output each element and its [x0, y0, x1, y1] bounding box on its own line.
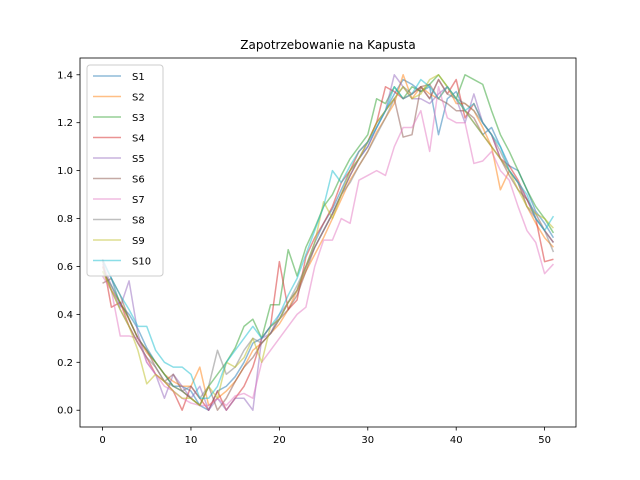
x-tick-label: 40	[450, 435, 463, 446]
y-tick-label: 1.0	[57, 166, 73, 177]
y-tick-label: 0.8	[57, 214, 73, 225]
x-tick-label: 30	[361, 435, 374, 446]
x-tick-label: 0	[99, 435, 105, 446]
legend-label-s3: S3	[132, 113, 145, 124]
legend-label-s2: S2	[132, 93, 145, 104]
y-tick-label: 0.2	[57, 358, 73, 369]
x-axis: 0 10 20 30 40 50	[99, 427, 551, 446]
axes-frame	[79, 57, 577, 428]
y-tick-label: 0.6	[57, 262, 73, 273]
series-line-s8	[101, 78, 555, 399]
x-tick-label: 10	[185, 435, 198, 446]
y-tick-label: 1.4	[57, 70, 73, 81]
legend-label-s6: S6	[132, 175, 145, 186]
legend-label-s4: S4	[132, 134, 145, 145]
x-tick-label: 50	[538, 435, 551, 446]
y-tick-label: 0.4	[57, 310, 73, 321]
y-tick-label: 1.2	[57, 118, 73, 129]
legend-label-s10: S10	[132, 257, 151, 268]
legend-label-s8: S8	[132, 216, 145, 227]
series-line-s10	[101, 78, 555, 399]
legend-label-s1: S1	[132, 72, 145, 83]
y-axis: 0.0 0.2 0.4 0.6 0.8 1.0 1.2 1.4	[57, 70, 80, 417]
chart-title: Zapotrzebowanie na Kapusta	[240, 38, 415, 52]
series-line-s9	[101, 74, 555, 407]
y-tick-label: 0.0	[57, 406, 73, 417]
plot-lines	[101, 74, 555, 411]
legend-label-s9: S9	[132, 236, 145, 247]
x-tick-label: 20	[273, 435, 286, 446]
legend: S1 S2 S3 S4 S5 S6 S7 S8 S9 S10	[86, 64, 164, 277]
legend-label-s5: S5	[132, 154, 145, 165]
legend-label-s7: S7	[132, 195, 145, 206]
